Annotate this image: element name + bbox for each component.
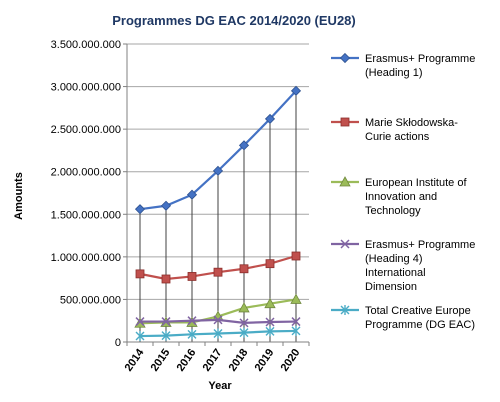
series-1 — [134, 85, 302, 215]
data-point — [264, 113, 276, 124]
marker-stroke — [161, 317, 171, 327]
data-point — [290, 85, 302, 96]
marker-stroke — [265, 317, 275, 327]
legend-entry-5: Total Creative Europe Programme (DG EAC) — [331, 305, 475, 331]
y-tick-label: 1.000.000.000 — [51, 252, 121, 264]
legend-label: (Heading 4) — [365, 253, 422, 265]
x-tick-label: 2018 — [227, 347, 251, 374]
y-tick-label: 0 — [115, 337, 121, 349]
marker-stroke — [187, 316, 197, 326]
legend-label: Curie actions — [365, 131, 430, 143]
series-2 — [135, 251, 301, 284]
y-tick-label: 500.000.000 — [60, 294, 121, 306]
legend-marker — [340, 117, 350, 127]
data-point — [291, 317, 301, 327]
series-group — [134, 85, 302, 342]
series-5 — [135, 325, 301, 342]
legend-entry-2: Marie Skłodowska- Curie actions — [331, 117, 458, 143]
legend-label: Dimension — [365, 281, 417, 293]
y-tick-label: 3.500.000.000 — [51, 39, 121, 51]
x-tick-label: 2017 — [201, 347, 225, 374]
y-tick-label: 2.500.000.000 — [51, 124, 121, 136]
data-point — [161, 317, 171, 327]
legend-marker — [340, 305, 350, 315]
data-point — [290, 293, 302, 304]
data-point — [135, 269, 145, 279]
data-point — [186, 189, 198, 200]
legend-label: Innovation and — [365, 191, 437, 203]
legend: Erasmus+ Programme (Heading 1) Marie Skłod… — [331, 52, 475, 331]
data-point — [238, 302, 250, 313]
legend-label: Erasmus+ Programme — [365, 53, 475, 65]
data-point — [161, 330, 171, 341]
data-point — [264, 297, 276, 309]
data-point — [238, 140, 250, 151]
data-point — [239, 264, 249, 274]
data-point — [265, 259, 275, 269]
legend-marker — [339, 176, 351, 187]
data-point — [213, 267, 223, 277]
legend-label: Programme (DG EAC) — [365, 319, 475, 331]
y-tick-label: 2.000.000.000 — [51, 167, 121, 179]
data-point — [291, 325, 301, 336]
marker-stroke — [340, 239, 350, 249]
data-point — [135, 317, 145, 327]
legend-label: International — [365, 267, 426, 279]
legend-entry-4: Erasmus+ Programme (Heading 4) Internation… — [331, 239, 475, 293]
data-point — [239, 318, 249, 328]
legend-label: Erasmus+ Programme — [365, 239, 475, 251]
axes — [123, 43, 310, 346]
data-point — [213, 315, 223, 325]
data-point — [291, 251, 301, 261]
y-axis-title: Amounts — [13, 172, 25, 220]
data-point — [135, 331, 145, 342]
data-point — [265, 326, 275, 337]
x-tick-labels: 2014 2015 2016 2017 2018 2019 2020 — [123, 346, 303, 374]
x-tick-label: 2014 — [123, 346, 147, 374]
legend-label: (Heading 1) — [365, 67, 422, 79]
chart-title: Programmes DG EAC 2014/2020 (EU28) — [112, 13, 356, 28]
x-tick-label: 2020 — [279, 347, 303, 374]
data-point — [187, 272, 197, 281]
legend-label: Marie Skłodowska- — [365, 117, 458, 129]
legend-entry-3: European Institute of Innovation and Techn… — [331, 176, 467, 217]
data-point — [212, 165, 224, 176]
marker-stroke — [135, 317, 145, 327]
data-point — [213, 328, 223, 339]
y-tick-label: 3.000.000.000 — [51, 82, 121, 94]
data-point — [239, 327, 249, 338]
y-tick-label: 1.500.000.000 — [51, 209, 121, 221]
legend-label: Technology — [365, 205, 421, 217]
marker-stroke — [213, 315, 223, 325]
legend-marker — [340, 239, 350, 249]
series-4 — [135, 315, 301, 328]
marker-stroke — [291, 317, 301, 327]
y-tick-labels: 0 500.000.000 1.000.000.000 1.500.000.000 2.… — [51, 39, 121, 349]
data-point — [161, 274, 171, 284]
x-axis-title: Year — [208, 380, 232, 392]
data-point — [187, 316, 197, 326]
x-tick-label: 2019 — [253, 347, 277, 374]
data-point — [160, 200, 172, 211]
legend-label: European Institute of — [365, 177, 467, 189]
legend-entry-1: Erasmus+ Programme (Heading 1) — [331, 52, 475, 79]
legend-marker — [339, 52, 351, 64]
data-point — [265, 317, 275, 327]
x-tick-label: 2015 — [149, 347, 173, 374]
marker-stroke — [239, 318, 249, 328]
x-tick-label: 2016 — [175, 347, 199, 374]
data-point — [187, 329, 197, 340]
data-point — [134, 204, 146, 215]
legend-label: Total Creative Europe — [365, 305, 471, 317]
